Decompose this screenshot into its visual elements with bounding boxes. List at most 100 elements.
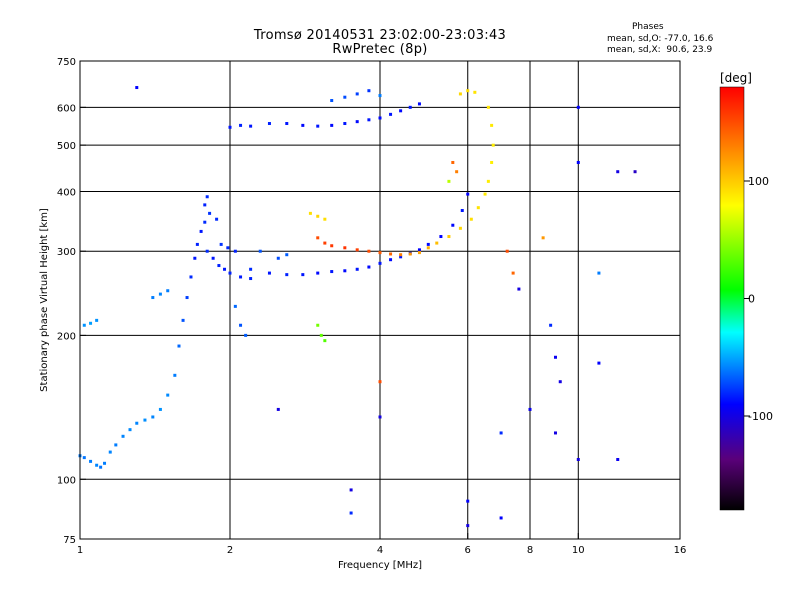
data-point [239,123,243,127]
data-point [158,292,162,296]
data-point [499,431,503,435]
data-point [367,89,371,93]
data-point [285,253,289,257]
data-point [343,122,347,126]
data-point [128,428,132,432]
data-point [417,102,421,106]
data-point [330,99,334,103]
y-tick-label: 750 [57,57,76,68]
data-point [177,344,181,348]
colorbar-tick-label: 100 [748,175,769,188]
data-point [399,253,403,257]
data-point [103,461,107,465]
data-point [378,415,382,419]
data-point [597,271,601,275]
data-point [466,89,470,93]
x-tick-label: 2 [227,545,233,556]
data-point [378,380,382,384]
data-point [616,170,620,174]
data-point [135,421,139,425]
data-point [476,206,480,210]
data-point [558,380,562,384]
x-axis: 1 2 4 6 8 10 16 [77,533,687,556]
data-point [378,116,382,120]
data-point [228,125,232,129]
data-point [276,407,280,411]
data-point [316,323,320,327]
data-point [483,192,487,196]
data-point [378,94,382,98]
data-point [399,109,403,113]
x-tick-label: 16 [674,545,687,556]
data-point [447,235,451,239]
data-point [276,256,280,260]
data-point [447,179,451,183]
data-point [99,465,103,469]
data-point [343,269,347,273]
data-point [389,258,393,262]
colorbar-label: [deg] [720,71,752,85]
data-point [417,251,421,255]
data-point [316,124,320,128]
data-point [219,242,223,246]
data-point [151,415,155,419]
data-point [458,226,462,230]
data-point [208,211,212,215]
chart-title: Tromsø 20140531 23:02:00-23:03:43 [253,28,507,43]
data-point [455,170,459,174]
data-point [466,524,470,528]
data-point [249,277,253,281]
data-point [330,270,334,274]
data-point [553,431,557,435]
data-point [193,256,197,260]
y-tick-label: 75 [63,535,76,546]
y-tick-label: 200 [57,331,76,342]
data-point [330,123,334,127]
data-point [319,333,323,337]
data-point [367,118,371,122]
data-point [451,223,455,227]
data-point [355,120,359,124]
data-point [195,242,199,246]
data-point [343,95,347,99]
chart-subtitle: RwPretec (8p) [332,42,428,57]
data-point [316,214,320,218]
data-point [378,251,382,255]
data-point [355,248,359,252]
data-point [244,333,248,337]
data-point [95,318,99,322]
data-point [249,124,253,128]
data-point [217,264,221,268]
colorbar-tick-label: -100 [748,410,773,423]
y-tick-label: 300 [57,247,76,258]
data-point [211,256,215,260]
data-point [349,511,353,515]
data-point [258,249,262,253]
data-point [158,407,162,411]
x-tick-label: 1 [77,545,83,556]
data-point [203,203,207,207]
data-point [528,407,532,411]
grid-lines [80,61,680,539]
data-point [185,296,189,300]
data-point [378,261,382,265]
colorbar: [deg] 100 0 -100 [719,71,773,511]
data-point [233,304,237,308]
data-point [143,418,147,422]
data-point [114,443,118,447]
colorbar-tick-label: 0 [748,293,755,306]
y-axis-label: Stationary phase Virtual Height [km] [39,208,50,392]
data-point [203,220,207,224]
data-point [466,499,470,503]
data-point [389,112,393,116]
data-point [616,457,620,461]
data-point [205,195,209,199]
data-point [355,267,359,271]
data-point [239,323,243,327]
data-point [367,265,371,269]
data-point [473,90,477,94]
data-point [576,105,580,109]
data-point [435,241,439,245]
data-point [499,516,503,520]
data-point [549,323,553,327]
